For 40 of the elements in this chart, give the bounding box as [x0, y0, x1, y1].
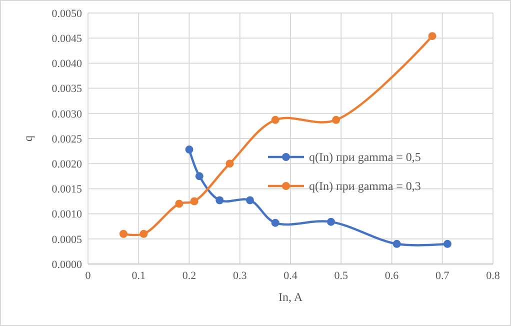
y-axis-title: q: [21, 136, 35, 142]
legend-label: q(In) при gamma = 0,3: [309, 179, 421, 194]
point: [185, 146, 194, 154]
point: [332, 116, 340, 124]
x-tick-label: 0.6: [384, 270, 400, 282]
point: [216, 196, 224, 204]
y-tick-label: 0.0015: [52, 184, 82, 196]
point: [443, 240, 452, 248]
x-tick-label: 0.7: [436, 270, 450, 282]
x-tick-label: 0.3: [233, 270, 248, 282]
y-tick-label: 0.0045: [52, 32, 82, 45]
x-tick-label: 0.8: [486, 270, 500, 282]
point: [175, 200, 184, 208]
point: [246, 196, 254, 204]
y-tick-label: 0.0050: [52, 8, 82, 20]
y-tick-label: 0.0030: [52, 108, 82, 120]
point: [271, 218, 280, 227]
point: [119, 230, 128, 238]
y-tick-label: 0.0035: [52, 83, 82, 96]
x-tick-label: 0: [85, 270, 92, 282]
y-tick-label: 0.0020: [52, 158, 82, 170]
point: [140, 230, 148, 238]
x-tick-label: 0.1: [132, 270, 146, 282]
y-tick-label: 0.0005: [52, 234, 82, 246]
point: [271, 116, 280, 124]
y-tick-label: 0.0040: [52, 58, 82, 70]
point: [190, 197, 198, 206]
y-tick-label: 0.0000: [52, 258, 82, 271]
x-tick-label: 0.4: [284, 270, 298, 282]
x-tick-label: 0.5: [334, 270, 348, 282]
point: [195, 172, 204, 180]
point: [428, 32, 436, 40]
x-axis-title: In, A: [278, 290, 303, 304]
y-tick-label: 0.0025: [52, 133, 82, 146]
point: [226, 160, 234, 168]
legend-label: q(In) при gamma = 0,5: [309, 150, 421, 164]
point: [327, 218, 335, 226]
x-tick-label: 0.2: [182, 270, 196, 282]
point: [392, 240, 401, 248]
y-tick-label: 0.0010: [52, 208, 82, 221]
